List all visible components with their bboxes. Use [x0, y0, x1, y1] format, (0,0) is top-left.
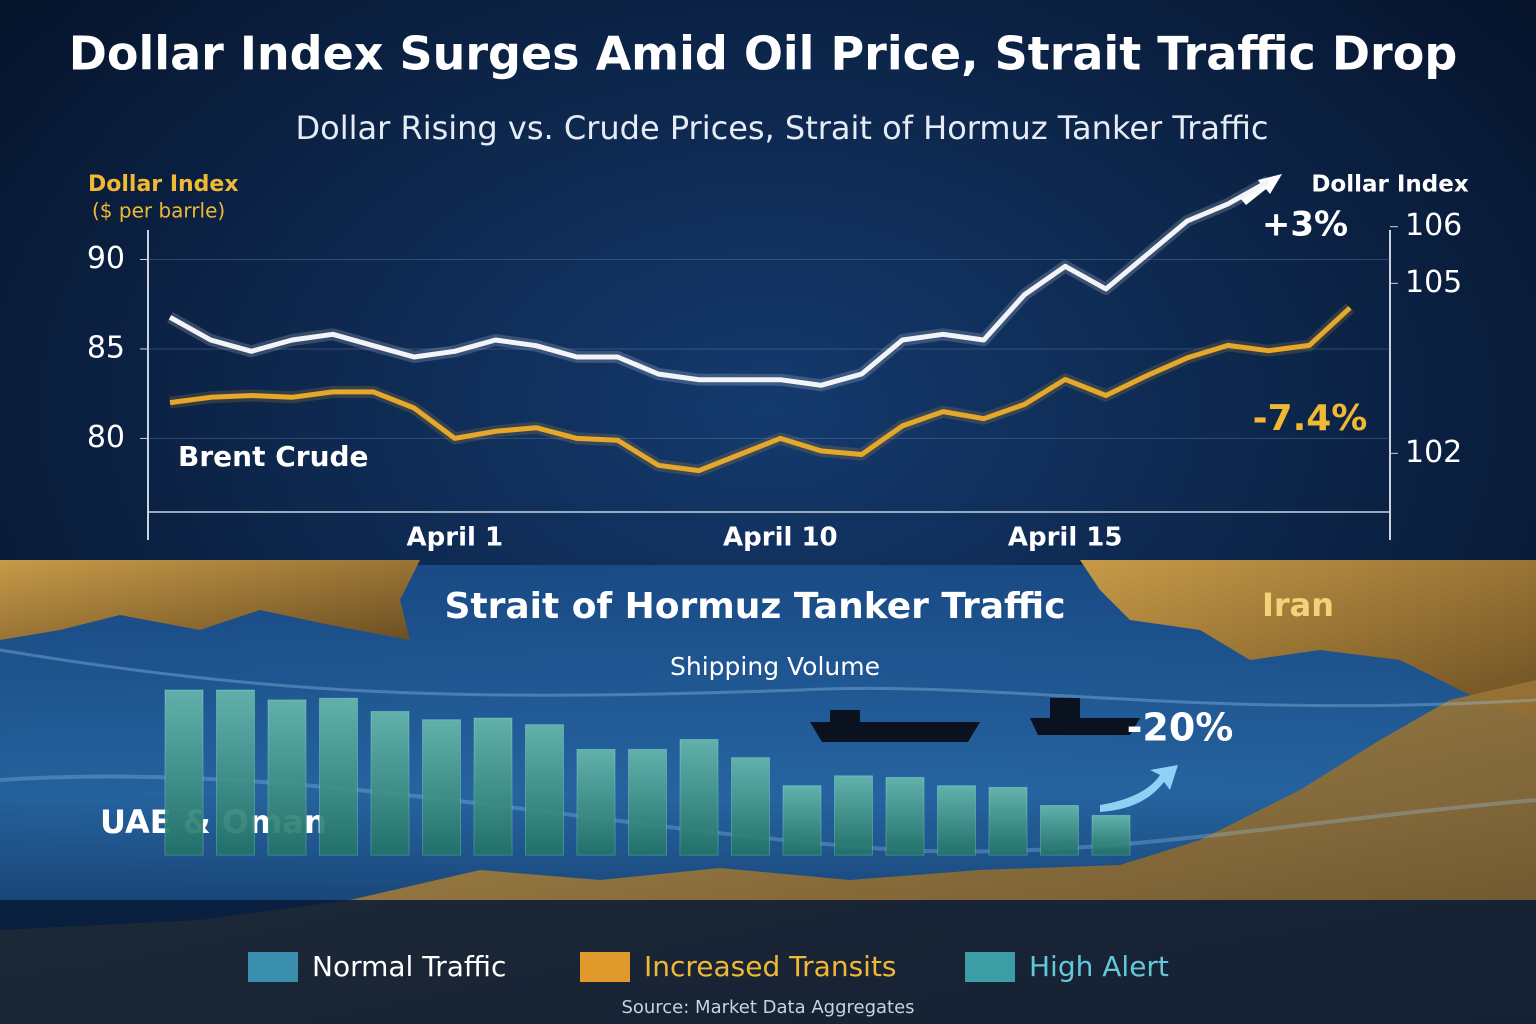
x-tick-label: April 1 [407, 523, 504, 553]
title: Dollar Index Surges Amid Oil Price, Stra… [69, 27, 1458, 81]
data-line [169, 305, 1352, 474]
land-iran [1080, 560, 1536, 720]
bar-shade [371, 711, 409, 855]
bar-shade [937, 785, 976, 855]
legend-swatch [965, 952, 1015, 982]
source: Source: Market Data Aggregates [621, 997, 914, 1018]
ship-icon [810, 710, 980, 742]
region-label: Iran [1262, 586, 1334, 624]
y2-axis-label: Dollar Index [1311, 172, 1469, 198]
y-axis-sublabel: ($ per barrle) [92, 199, 225, 223]
arrow-icon [1240, 174, 1282, 205]
arrow-icon [1100, 765, 1178, 812]
chart-subtitle: Shipping Volume [670, 652, 880, 681]
bar-shade [165, 690, 203, 855]
y-axis-label: Dollar Index [88, 172, 239, 197]
bar-shade [989, 787, 1027, 855]
bar-shade [628, 749, 667, 855]
y2-tick-label: 106 [1405, 208, 1462, 243]
bar-shade [1092, 815, 1130, 855]
bar-shade [834, 775, 873, 855]
bar-shade [422, 719, 461, 855]
chart-title: Strait of Hormuz Tanker Traffic [444, 586, 1065, 627]
bar-shade [525, 724, 564, 855]
legend-label: Normal Traffic [312, 950, 506, 983]
legend-swatch [248, 952, 298, 982]
annotation: +3% [1262, 205, 1348, 245]
bar-shade [577, 749, 615, 855]
chart-layer: 80 85 90 102 105 106 April 1 April 10 April 15 No… [87, 176, 1462, 983]
series-label: Brent Crude [178, 440, 369, 473]
bar-shade [731, 757, 770, 855]
y2-tick-label: 102 [1405, 435, 1462, 470]
legend-swatch [580, 952, 630, 982]
bar-shade [783, 785, 821, 855]
ship-icon [1030, 698, 1140, 735]
annotation: -20% [1127, 706, 1234, 750]
land-west [0, 560, 420, 640]
y-tick-label: 80 [87, 420, 125, 455]
subtitle: Dollar Rising vs. Crude Prices, Strait o… [296, 109, 1269, 147]
bar-shade [680, 739, 718, 855]
legend-label: High Alert [1029, 950, 1169, 983]
annotation: -7.4% [1253, 398, 1368, 439]
bar-shade [1040, 805, 1079, 855]
bar-shade [216, 690, 255, 855]
x-tick-label: April 10 [723, 523, 838, 553]
y2-tick-label: 105 [1405, 265, 1462, 300]
x-tick-label: April 15 [1008, 523, 1123, 553]
legend-label: Increased Transits [644, 950, 897, 983]
bar-shade [886, 777, 924, 855]
bar-shade [268, 699, 306, 855]
y-tick-label: 90 [87, 241, 125, 276]
bar-shade [319, 698, 358, 855]
data-line [168, 179, 1270, 388]
y-tick-label: 85 [87, 330, 125, 365]
bar-shade [474, 718, 512, 855]
wave [0, 648, 1536, 708]
